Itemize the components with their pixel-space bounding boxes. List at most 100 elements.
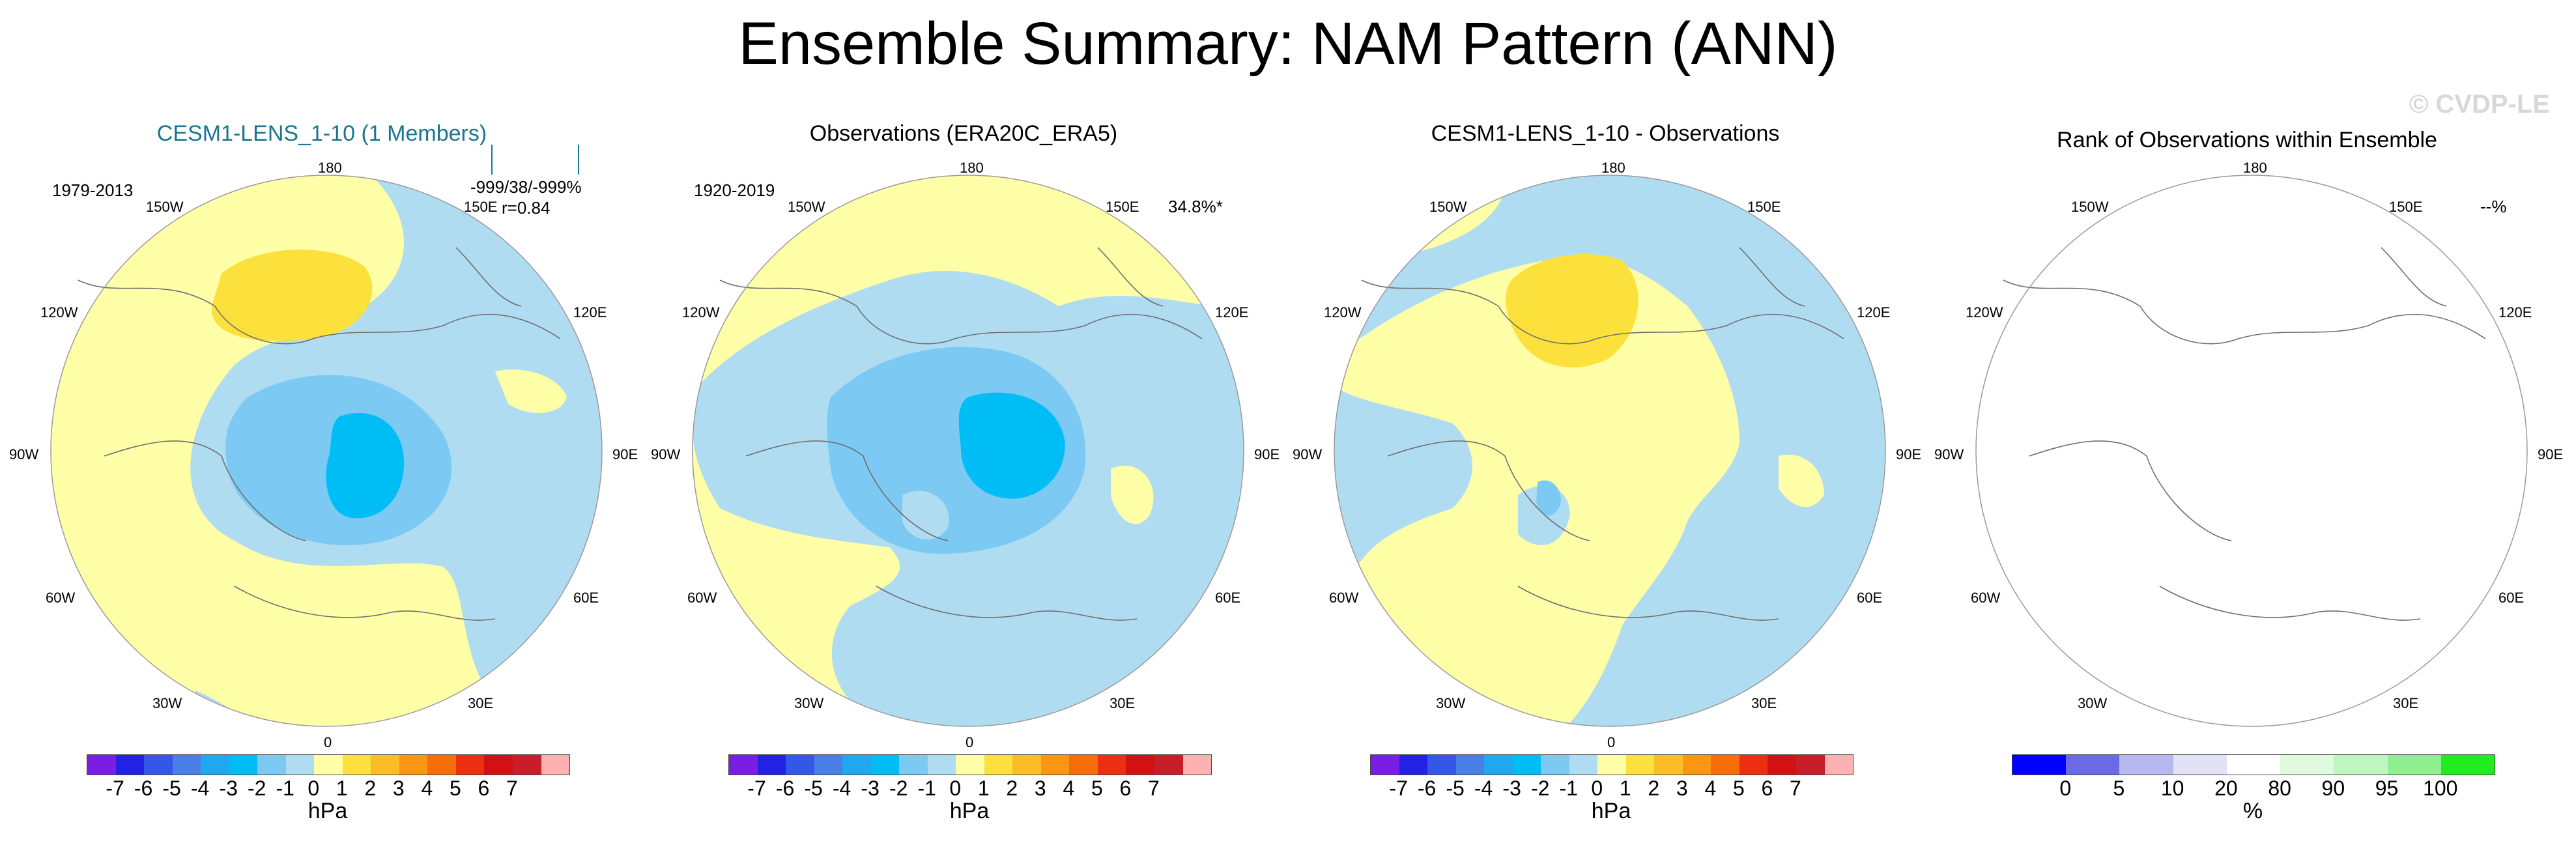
colorbar-tick-label: 1 — [977, 777, 990, 800]
colorbar-tick-label: 6 — [1761, 777, 1773, 800]
map-background — [1976, 175, 2527, 726]
colorbar-tick-label: 7 — [1148, 777, 1160, 800]
panel-rank: Rank of Observations within Ensemble --%… — [1925, 0, 2569, 841]
map-boundary — [692, 175, 1244, 727]
panel-observations: Observations (ERA20C_ERA5) 1920-2019 34.… — [642, 0, 1285, 841]
lon-label-60w: 60W — [1329, 590, 1359, 606]
colorbar-tick-label: -6 — [1417, 777, 1437, 800]
colorbar-swatch — [229, 755, 258, 775]
coastlines — [2003, 247, 2486, 621]
colorbar-swatch — [1711, 755, 1739, 775]
colorbar-units: hPa — [949, 799, 990, 823]
lon-label-120e: 120E — [1857, 304, 1891, 321]
lon-label-90w: 90W — [1934, 446, 1964, 463]
colorbar-swatch — [1097, 755, 1126, 775]
colorbar-ticks: -7 -6 -5 -4 -3 -2 -1 0 1 2 3 4 5 6 7 — [87, 775, 569, 801]
colorbar-tick-label: 5 — [449, 777, 461, 800]
lon-label-30e: 30E — [468, 695, 494, 711]
colorbar-swatch — [257, 755, 286, 775]
negative-patch — [902, 491, 949, 540]
lon-label-90e: 90E — [1254, 446, 1280, 463]
colorbar-ticks: 0 5 10 20 80 90 95 100 — [2012, 775, 2494, 801]
colorbar-swatch — [2012, 755, 2067, 775]
lon-label-60e: 60E — [1857, 590, 1883, 606]
colorbar-tick-label: 90 — [2321, 777, 2345, 800]
colorbar-tick-label: 1 — [1619, 777, 1631, 800]
colorbar-swatch — [1399, 755, 1428, 775]
colorbar — [728, 754, 1212, 775]
colorbar-tick-label: -5 — [1446, 777, 1465, 800]
colorbar-tick-label: -1 — [276, 777, 294, 800]
lon-label-0: 0 — [1607, 734, 1616, 750]
lon-label-150w: 150W — [2071, 199, 2109, 215]
colorbar-tick-label: 7 — [1790, 777, 1801, 800]
colorbar-swatch — [427, 755, 456, 775]
colorbar-swatch — [1541, 755, 1569, 775]
lon-label-30w: 30W — [1436, 695, 1466, 711]
colorbar-tick-label: 20 — [2214, 777, 2238, 800]
colorbar-swatch — [2066, 755, 2120, 775]
positive-patch — [1111, 465, 1154, 524]
lon-label-60w: 60W — [1971, 590, 2001, 606]
colorbar-swatch — [814, 755, 843, 775]
stats-line-1: 34.8%* — [1168, 197, 1223, 216]
colorbar-tick-label: 0 — [949, 777, 962, 800]
colorbar-swatch — [1739, 755, 1768, 775]
colorbar-swatch — [842, 755, 871, 775]
colorbar-units: hPa — [308, 799, 348, 823]
colorbar-swatch — [2334, 755, 2388, 775]
colorbar-ticks: -7 -6 -5 -4 -3 -2 -1 0 1 2 3 4 5 6 7 — [1370, 775, 1852, 801]
colorbar-swatch — [757, 755, 786, 775]
colorbar-tick-label: 3 — [392, 777, 405, 800]
lon-label-90w: 90W — [9, 446, 39, 463]
colorbar-swatch — [2226, 755, 2281, 775]
lon-label-120w: 120W — [1324, 304, 1362, 321]
map-boundary — [50, 175, 603, 727]
positive-patch — [495, 369, 567, 413]
colorbar-units: hPa — [1591, 799, 1631, 823]
colorbar-swatch — [172, 755, 201, 775]
lon-label-150w: 150W — [146, 199, 184, 215]
colorbar-tick-label: -1 — [1559, 777, 1578, 800]
lon-label-30e: 30E — [2393, 695, 2419, 711]
lon-label-180: 180 — [960, 160, 984, 176]
figure-title: Ensemble Summary: NAM Pattern (ANN) — [738, 10, 1838, 77]
colorbar-swatch — [1371, 755, 1399, 775]
colorbar-tick-label: -4 — [1474, 777, 1493, 800]
panel-title: Rank of Observations within Ensemble — [2057, 128, 2437, 152]
colorbar-swatch — [984, 755, 1013, 775]
colorbar-swatch — [342, 755, 371, 775]
panel-title: CESM1-LENS_1-10 (1 Members) — [156, 121, 487, 146]
colorbar-tick-label: 5 — [1732, 777, 1745, 800]
lon-label-90w: 90W — [651, 446, 681, 463]
positive-patch — [1779, 455, 1824, 507]
colorbar-tick-label: 10 — [2160, 777, 2184, 800]
colorbar-swatch — [927, 755, 956, 775]
colorbar — [2012, 754, 2495, 775]
colorbar-tick-label: 2 — [364, 777, 377, 800]
colorbar-swatch — [786, 755, 814, 775]
map-boundary — [1334, 175, 1886, 727]
colorbar-tick-label: 6 — [478, 777, 490, 800]
colorbar-tick-label: 80 — [2268, 777, 2291, 800]
colorbar-swatch — [2119, 755, 2173, 775]
lon-label-0: 0 — [966, 734, 974, 750]
colorbar-tick-label: 2 — [1006, 777, 1018, 800]
colorbar-tick-label: 5 — [2113, 777, 2125, 800]
colorbar-tick-label: -2 — [247, 777, 266, 800]
colorbar-swatch — [899, 755, 928, 775]
panel-difference: CESM1-LENS_1-10 - Observations 180 150E … — [1283, 0, 1927, 841]
colorbar-swatch — [1569, 755, 1598, 775]
colorbar-swatch — [1796, 755, 1825, 775]
colorbar-swatch — [399, 755, 428, 775]
colorbar-swatch — [314, 755, 343, 775]
colorbar-tick-label: 3 — [1034, 777, 1046, 800]
lon-label-30e: 30E — [1109, 695, 1136, 711]
colorbar-ticks: -7 -6 -5 -4 -3 -2 -1 0 1 2 3 4 5 6 7 — [728, 775, 1210, 801]
lon-label-150e: 150E — [1106, 199, 1139, 215]
lon-label-150e: 150E — [2389, 199, 2423, 215]
lon-label-0: 0 — [324, 734, 332, 750]
colorbar-swatch — [870, 755, 900, 775]
colorbar-tick-label: -6 — [134, 777, 153, 800]
lon-label-120e: 120E — [1215, 304, 1249, 321]
